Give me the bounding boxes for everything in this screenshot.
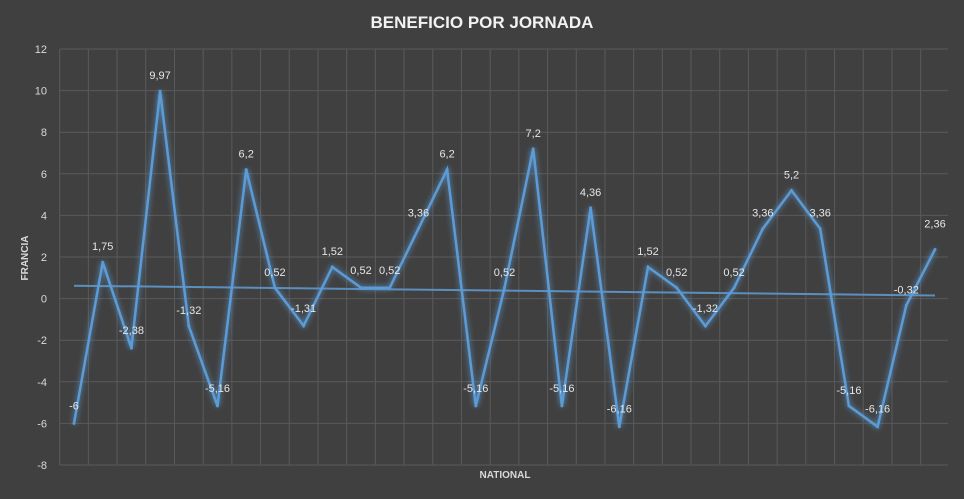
y-tick-label: -8 <box>37 460 47 472</box>
data-point <box>216 404 219 408</box>
data-point <box>503 286 506 290</box>
data-point <box>359 286 363 290</box>
data-point <box>933 248 937 252</box>
chart-title: BENEFICIO POR JORNADA <box>371 13 594 32</box>
data-point <box>72 421 76 425</box>
data-label: -5,16 <box>836 385 861 397</box>
data-label: 5,2 <box>784 169 799 181</box>
data-label: -5,16 <box>549 383 574 395</box>
data-point <box>302 324 306 328</box>
y-tick-label: 0 <box>41 294 47 306</box>
data-label: -2,38 <box>119 325 144 337</box>
data-point <box>847 404 851 408</box>
data-point <box>445 168 449 172</box>
data-point <box>876 425 880 429</box>
data-point <box>416 227 420 231</box>
data-point <box>675 286 679 290</box>
data-label: -0,32 <box>894 284 919 296</box>
y-tick-label: 6 <box>41 169 47 181</box>
data-labels: -6 1,75 -2,38 9,97 -1,32 -5,16 6,2 0,52 -1,31 1,5… <box>69 70 946 416</box>
data-label: -6,16 <box>865 404 890 416</box>
data-label: -6 <box>69 400 79 412</box>
data-label: 3,36 <box>809 208 830 220</box>
y-tick-label: 12 <box>35 44 47 56</box>
data-label: 1,52 <box>322 246 343 258</box>
data-label: 3,36 <box>408 208 429 220</box>
y-tick-label: -2 <box>37 335 47 347</box>
data-label: 0,52 <box>379 265 400 277</box>
data-point <box>187 324 191 328</box>
x-axis-title: NATIONAL <box>480 470 531 481</box>
data-label: 7,2 <box>526 128 541 140</box>
data-point <box>273 286 277 290</box>
data-label: 4,36 <box>580 187 601 199</box>
y-tick-label: 8 <box>41 127 47 139</box>
data-label: 0,52 <box>723 267 744 279</box>
data-point <box>244 168 248 172</box>
data-point <box>703 324 707 328</box>
data-label: 6,2 <box>439 149 454 161</box>
data-point <box>388 286 392 290</box>
data-point <box>560 404 564 408</box>
data-point <box>818 227 822 231</box>
data-label: 1,75 <box>92 241 113 253</box>
y-tick-label: 10 <box>35 86 47 98</box>
data-label: 0,52 <box>350 265 371 277</box>
data-point <box>904 303 908 307</box>
y-tick-label: -4 <box>37 377 47 389</box>
data-point <box>158 89 162 93</box>
data-point <box>531 147 535 151</box>
data-label: 2,36 <box>924 219 945 231</box>
data-point <box>732 286 736 290</box>
y-axis-title: FRANCIA <box>20 236 31 281</box>
data-point <box>790 188 793 192</box>
y-tick-label: -6 <box>37 418 47 430</box>
y-tick-label: 4 <box>41 210 47 222</box>
data-label: -1,32 <box>693 303 718 315</box>
data-point <box>129 346 133 350</box>
data-label: -5,16 <box>463 383 488 395</box>
data-point <box>330 265 334 269</box>
data-points <box>72 89 937 429</box>
data-label: 6,2 <box>239 149 254 161</box>
data-label: 3,36 <box>752 208 773 220</box>
data-label: 9,97 <box>149 70 170 82</box>
data-point <box>474 404 478 408</box>
data-label: -5,16 <box>205 383 230 395</box>
data-label: -6,16 <box>607 404 632 416</box>
data-point <box>646 265 650 269</box>
data-label: 0,52 <box>494 267 515 279</box>
data-label: 0,52 <box>666 267 687 279</box>
y-tick-label: 2 <box>41 252 47 264</box>
data-point <box>761 227 765 231</box>
y-axis-ticks: -8 -6 -4 -2 0 2 4 6 8 10 12 <box>35 44 47 472</box>
data-label: 0,52 <box>264 267 285 279</box>
data-label: -1,31 <box>291 303 316 315</box>
data-label: -1,32 <box>176 305 201 317</box>
gridlines <box>59 48 948 466</box>
data-point <box>101 260 105 264</box>
data-label: 1,52 <box>637 246 658 258</box>
data-point <box>589 206 593 210</box>
data-point <box>617 425 621 429</box>
